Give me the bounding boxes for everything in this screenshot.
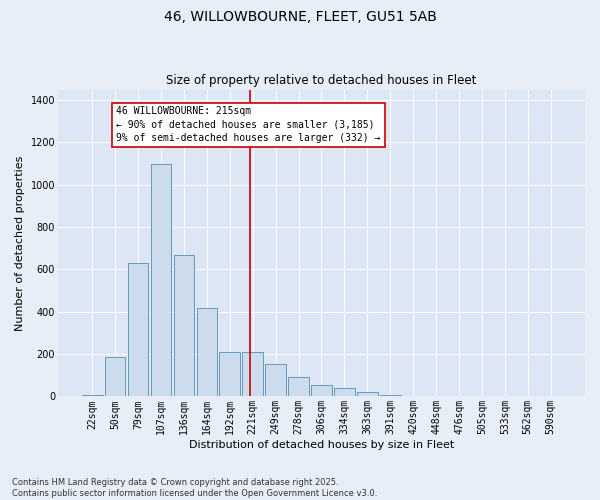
Bar [357,392,377,396]
Text: 46 WILLOWBOURNE: 215sqm
← 90% of detached houses are smaller (3,185)
9% of semi-: 46 WILLOWBOURNE: 215sqm ← 90% of detache… [116,106,380,143]
Bar [173,254,194,396]
Bar [105,358,125,397]
Title: Size of property relative to detached houses in Fleet: Size of property relative to detached ho… [166,74,476,87]
Bar [197,308,217,396]
Bar [265,364,286,396]
Y-axis label: Number of detached properties: Number of detached properties [15,156,25,330]
Bar [311,385,332,396]
Bar [128,263,148,396]
Bar [242,352,263,397]
Text: 46, WILLOWBOURNE, FLEET, GU51 5AB: 46, WILLOWBOURNE, FLEET, GU51 5AB [164,10,436,24]
Bar [334,388,355,396]
Text: Contains HM Land Registry data © Crown copyright and database right 2025.
Contai: Contains HM Land Registry data © Crown c… [12,478,377,498]
X-axis label: Distribution of detached houses by size in Fleet: Distribution of detached houses by size … [189,440,454,450]
Bar [288,378,309,396]
Bar [151,164,172,396]
Bar [220,352,240,397]
